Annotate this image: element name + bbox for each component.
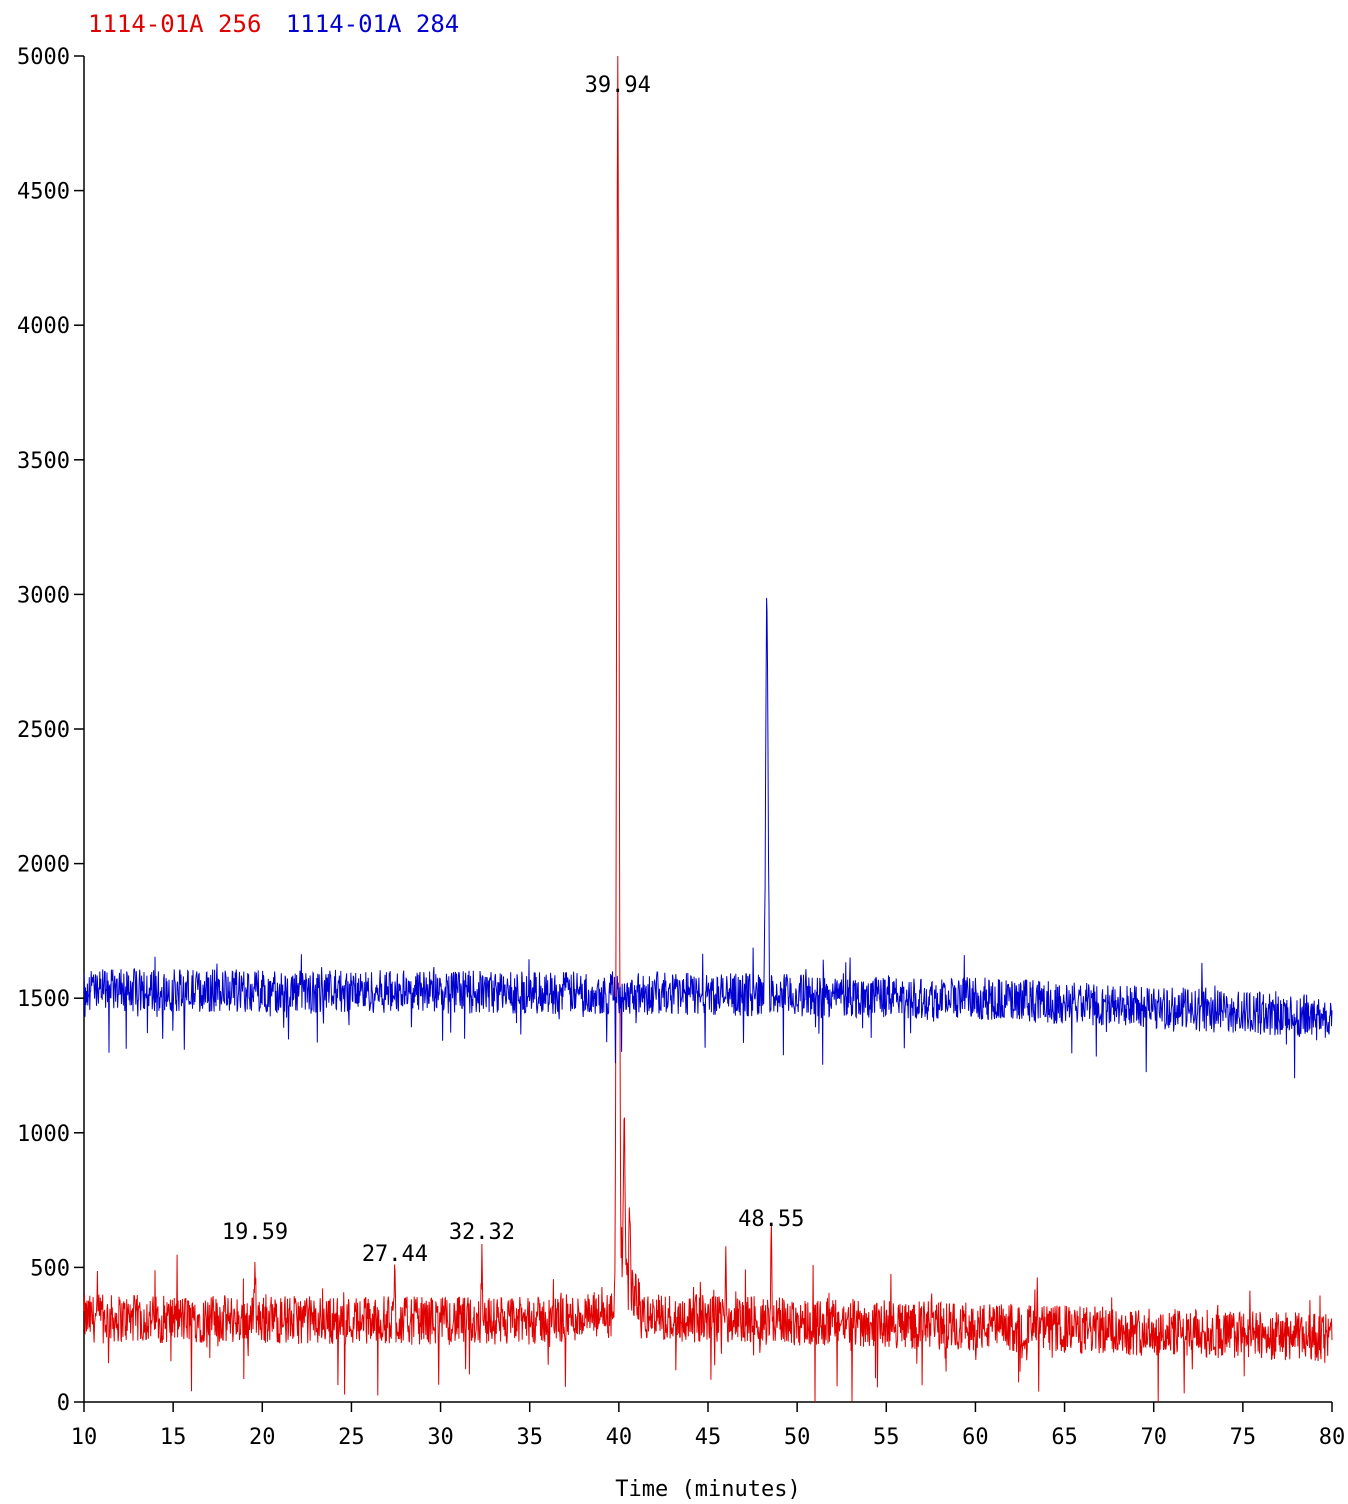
series-line-0 bbox=[83, 55, 1333, 1403]
x-axis-title: Time (minutes) bbox=[615, 1477, 800, 1502]
x-tick-label: 35 bbox=[516, 1425, 543, 1450]
y-tick-label: 1500 bbox=[17, 987, 70, 1012]
y-tick-label: 4500 bbox=[17, 180, 70, 205]
y-tick-label: 5000 bbox=[17, 45, 70, 70]
peak-label: 32.32 bbox=[449, 1220, 515, 1245]
x-tick-label: 45 bbox=[695, 1425, 722, 1450]
x-tick-label: 65 bbox=[1051, 1425, 1078, 1450]
peak-label: 19.59 bbox=[222, 1220, 288, 1245]
y-tick-label: 1000 bbox=[17, 1122, 70, 1147]
x-tick-label: 20 bbox=[249, 1425, 276, 1450]
y-tick-label: 2500 bbox=[17, 718, 70, 743]
x-tick-label: 15 bbox=[160, 1425, 187, 1450]
y-tick-label: 500 bbox=[30, 1256, 70, 1281]
x-tick-label: 50 bbox=[784, 1425, 811, 1450]
peak-label: 27.44 bbox=[362, 1242, 428, 1267]
series-line-1 bbox=[83, 597, 1333, 1079]
x-tick-label: 10 bbox=[71, 1425, 98, 1450]
peak-label: 39.94 bbox=[585, 73, 651, 98]
x-tick-label: 70 bbox=[1140, 1425, 1167, 1450]
legend-entry-284: 1114-01A 284 bbox=[285, 10, 460, 38]
y-tick-label: 2000 bbox=[17, 853, 70, 878]
x-tick-label: 75 bbox=[1230, 1425, 1257, 1450]
legend-entry-256: 1114-01A 256 bbox=[88, 10, 262, 38]
peak-label: 48.55 bbox=[738, 1207, 804, 1232]
legend: 1114-01A 256 1114-01A 284 bbox=[88, 10, 469, 42]
x-tick-label: 60 bbox=[962, 1425, 989, 1450]
x-tick-label: 80 bbox=[1319, 1425, 1346, 1450]
y-tick-label: 3500 bbox=[17, 449, 70, 474]
y-tick-label: 4000 bbox=[17, 314, 70, 339]
x-tick-label: 40 bbox=[606, 1425, 633, 1450]
y-tick-label: 3000 bbox=[17, 583, 70, 608]
x-tick-label: 25 bbox=[338, 1425, 365, 1450]
x-tick-label: 55 bbox=[873, 1425, 900, 1450]
x-tick-label: 30 bbox=[427, 1425, 454, 1450]
y-tick-label: 0 bbox=[57, 1391, 70, 1416]
